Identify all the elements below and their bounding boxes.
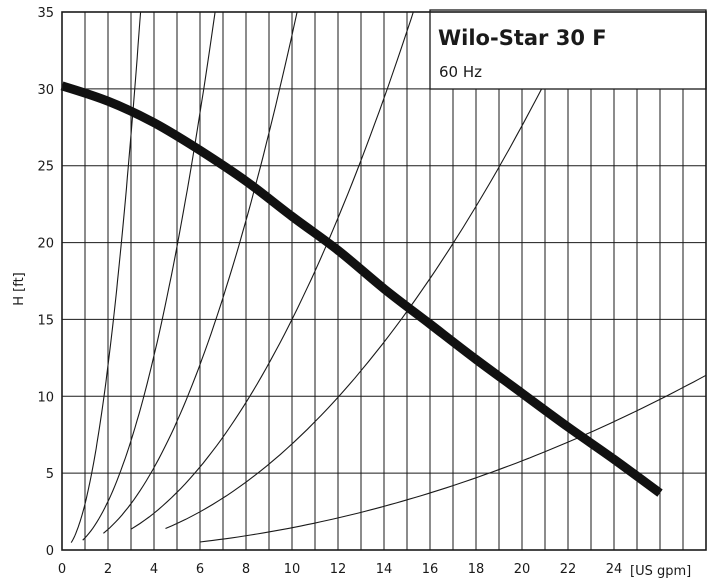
x-axis-ticks: 0 2 4 6 8 10 12 14 16 18 20 22 24 <box>58 562 622 577</box>
gridlines <box>62 12 706 550</box>
chart-title: Wilo-Star 30 F <box>438 26 607 50</box>
chart-subtitle: 60 Hz <box>439 63 482 81</box>
y-axis-ticks: 0 5 10 15 20 25 30 35 <box>37 6 54 559</box>
y-tick-label: 10 <box>37 390 54 405</box>
system-curve <box>103 11 298 534</box>
y-tick-label: 20 <box>37 237 54 252</box>
system-curve <box>130 11 414 530</box>
y-tick-label: 30 <box>37 83 54 98</box>
y-axis-title: H [ft] <box>12 272 27 306</box>
x-tick-label: 8 <box>242 562 250 577</box>
system-curve <box>165 11 581 530</box>
x-tick-label: 14 <box>376 562 393 577</box>
x-tick-label: 6 <box>196 562 204 577</box>
x-tick-label: 16 <box>422 562 439 577</box>
y-tick-label: 15 <box>37 313 54 328</box>
system-curves <box>70 11 707 543</box>
pump-curve <box>60 81 663 497</box>
system-curve <box>70 11 142 543</box>
legend-box <box>429 9 707 90</box>
x-axis-title: [US gpm] <box>630 564 691 578</box>
x-tick-label: 22 <box>560 562 577 577</box>
x-tick-label: 18 <box>468 562 485 577</box>
x-tick-label: 12 <box>330 562 347 577</box>
system-curve <box>199 374 707 543</box>
x-tick-label: 4 <box>150 562 158 577</box>
y-tick-label: 25 <box>37 160 54 175</box>
plot-frame <box>61 11 707 551</box>
y-tick-label: 35 <box>37 6 54 21</box>
x-tick-label: 10 <box>284 562 301 577</box>
y-tick-label: 0 <box>46 544 54 559</box>
y-tick-label: 5 <box>46 467 54 482</box>
x-tick-label: 2 <box>104 562 112 577</box>
system-curve <box>82 11 216 541</box>
x-tick-label: 0 <box>58 562 66 577</box>
x-tick-label: 20 <box>514 562 531 577</box>
x-tick-label: 24 <box>606 562 623 577</box>
